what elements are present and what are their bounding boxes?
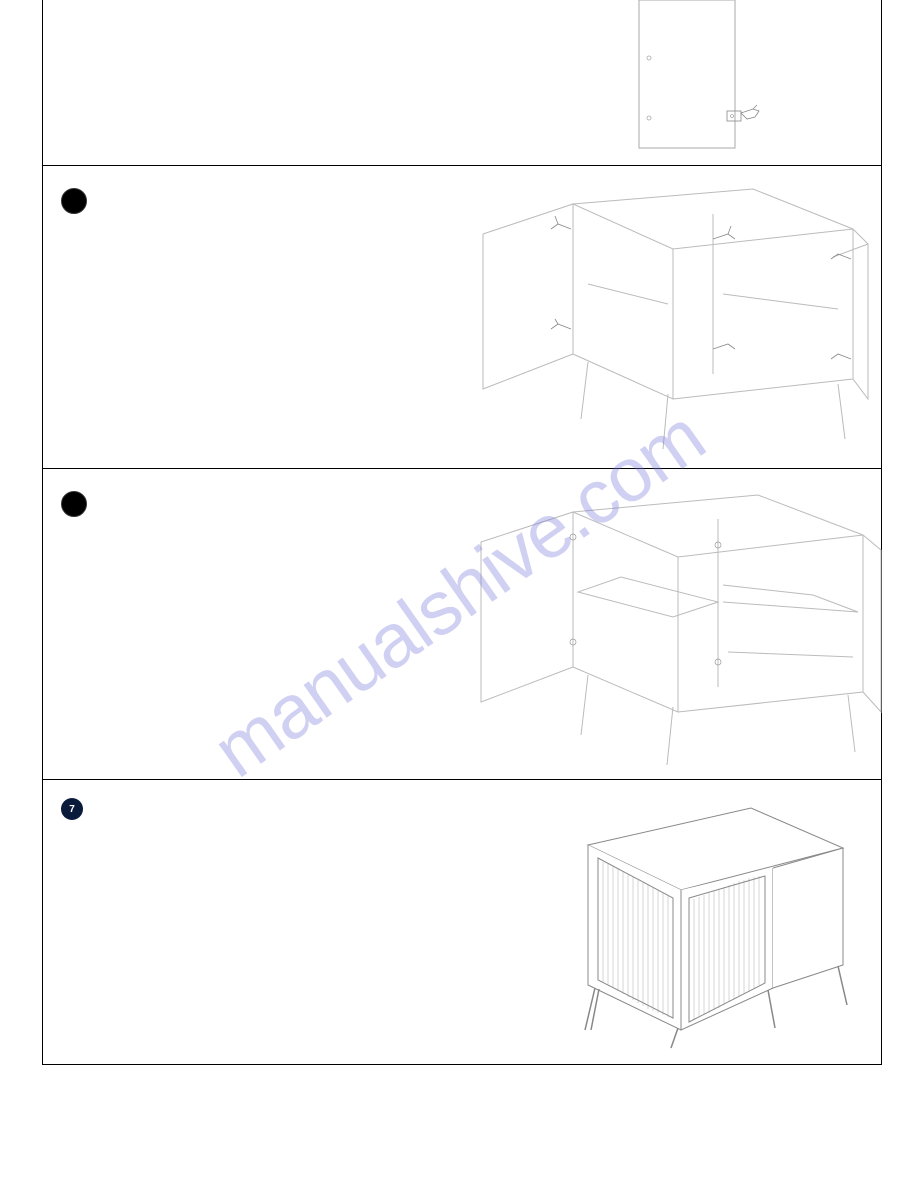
diagram-cabinet-complete <box>513 800 863 1050</box>
section-panel-hinge <box>43 0 881 166</box>
diagram-cabinet-hinges <box>443 174 873 464</box>
step-circle-7: 7 <box>61 798 83 820</box>
diagram-panel-hinge <box>621 0 801 160</box>
step-circle-6 <box>61 491 87 517</box>
section-cabinet-shelves <box>43 469 881 780</box>
section-cabinet-hinges <box>43 166 881 469</box>
step-number-7: 7 <box>69 804 75 815</box>
page-container: 7 <box>42 0 882 1065</box>
diagram-cabinet-shelves <box>443 477 883 775</box>
section-cabinet-complete: 7 <box>43 780 881 1064</box>
step-circle-5 <box>61 188 87 214</box>
